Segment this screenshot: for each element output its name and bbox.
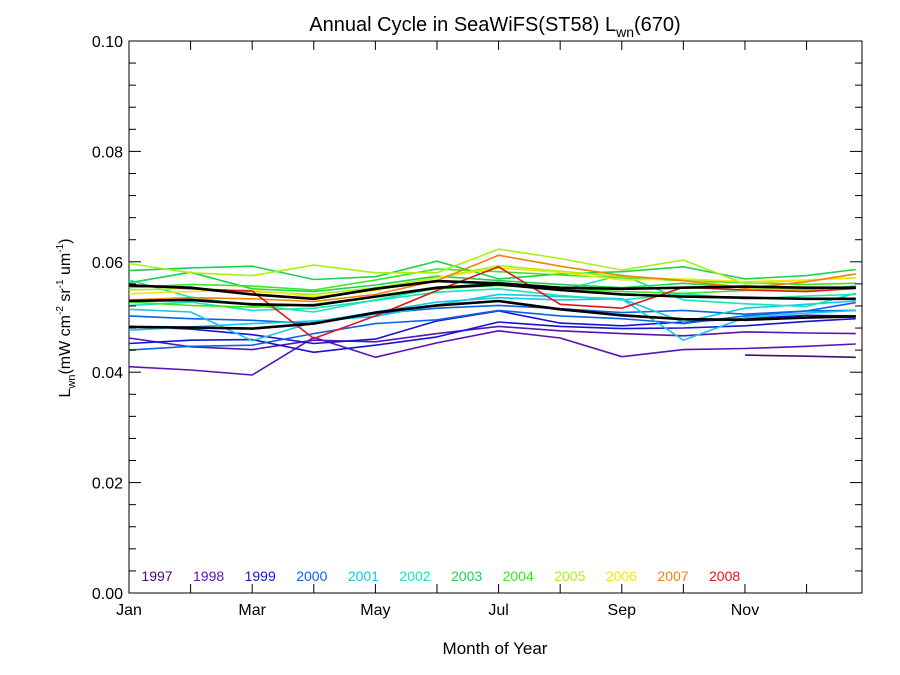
x-tick-label: Nov <box>731 602 759 619</box>
series-line-2000 <box>128 301 856 325</box>
plot-frame-border <box>128 40 863 594</box>
series-line-1997 <box>744 354 856 359</box>
y-tick-label: 0.08 <box>92 144 123 161</box>
axis-ticks: Jan Mar May Jul Sep Nov 0.00 0.02 0.04 0.06 0.08 0.… <box>92 34 862 619</box>
y-axis-label-exp3: -1 <box>55 243 66 252</box>
legend-entry-2007: 2007 <box>657 568 688 584</box>
chart-title-tail: (670) <box>634 14 681 36</box>
legend-entry-2003: 2003 <box>451 568 482 584</box>
y-axis-label-exp2: -1 <box>55 279 66 288</box>
chart-title-main: Annual Cycle in SeaWiFS(ST58) L <box>309 14 616 36</box>
y-tick-label: 0.00 <box>92 586 123 603</box>
y-tick-label: 0.06 <box>92 255 123 272</box>
x-tick-label: Sep <box>608 602 637 619</box>
y-axis-label-sr: sr <box>57 288 74 306</box>
series-line-2006 <box>128 267 856 298</box>
legend: 1997 1998 1999 2000 2001 2002 2003 2004 2005 2006… <box>141 568 740 584</box>
y-axis-label-close: ) <box>57 239 74 244</box>
x-tick-label: Mar <box>238 602 266 619</box>
x-tick-label: May <box>360 602 390 619</box>
series-line-1998 <box>128 329 856 376</box>
series-lines <box>128 248 857 376</box>
legend-entry-2008: 2008 <box>709 568 740 584</box>
legend-entry-2006: 2006 <box>606 568 637 584</box>
y-axis-label-subscript: wn <box>66 375 78 390</box>
chart-title: Annual Cycle in SeaWiFS(ST58) Lwn(670) <box>309 14 680 40</box>
y-tick-label: 0.04 <box>92 365 123 382</box>
series-line-1998 <box>128 325 856 351</box>
chart-title-subscript: wn <box>615 24 634 40</box>
series-line-2005 <box>128 248 856 285</box>
series-line-2001 <box>128 296 856 342</box>
series-line-2001 <box>128 293 856 331</box>
y-tick-label: 0.02 <box>92 476 123 493</box>
x-tick-label: Jan <box>116 602 142 619</box>
series-line-2008 <box>128 265 856 340</box>
series-line-2000 <box>128 309 856 351</box>
mean-lines <box>128 279 856 330</box>
legend-entry-1999: 1999 <box>245 568 276 584</box>
legend-entry-2005: 2005 <box>554 568 585 584</box>
legend-entry-2002: 2002 <box>399 568 430 584</box>
series-line-2007 <box>128 254 856 303</box>
y-axis-label: Lwn(mW cm-2 sr-1 um-1) <box>55 239 78 398</box>
series-line-2003 <box>128 260 856 281</box>
series-line-1999 <box>128 317 856 354</box>
y-axis-label-exp1: -2 <box>55 306 66 315</box>
y-axis-label-symbol: L <box>57 389 74 398</box>
legend-entry-1997: 1997 <box>141 568 172 584</box>
plot-frame <box>128 40 863 594</box>
y-axis-label-units: (mW cm <box>57 315 74 375</box>
legend-entry-2001: 2001 <box>348 568 379 584</box>
x-axis-label: Month of Year <box>443 639 548 658</box>
legend-entry-2000: 2000 <box>296 568 327 584</box>
y-axis-label-um: um <box>57 253 74 280</box>
y-tick-label: 0.10 <box>92 34 123 51</box>
legend-entry-2004: 2004 <box>503 568 534 584</box>
x-tick-label: Jul <box>488 602 508 619</box>
mean-line <box>128 299 856 330</box>
mean-line <box>128 279 856 301</box>
series-line-2004 <box>128 268 856 291</box>
legend-entry-1998: 1998 <box>193 568 224 584</box>
